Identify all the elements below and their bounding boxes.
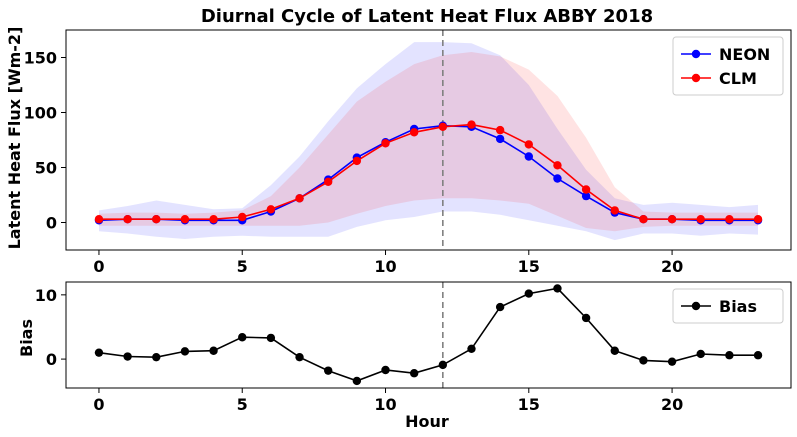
data-point-clm [238,212,247,222]
data-point-clm [524,140,533,149]
data-point-bias [667,357,677,366]
legend-box [672,36,784,96]
legend-marker-bias [691,301,701,311]
data-point-bias [467,344,476,354]
data-point-clm [123,215,132,224]
legend-box [672,288,784,324]
data-point-clm [324,177,333,186]
data-point-bias [238,333,247,342]
data-point-neon [495,134,505,144]
data-point-bias [209,346,218,355]
legend-label-clm: CLM [719,69,757,88]
data-point-clm [352,156,362,166]
data-point-clm [610,206,619,215]
series-line-bias [98,287,758,382]
y-axis-label: Latent Heat Flux [Wm-2] [5,27,24,250]
data-point-bias [266,333,276,343]
data-point-bias [725,351,734,360]
y-tick-label: 0 [46,214,57,233]
data-point-bias [610,346,619,355]
data-point-neon [524,152,533,161]
data-point-bias [152,352,161,362]
data-point-bias [381,365,390,375]
x-tick-label: 0 [93,395,104,414]
x-tick-label: 5 [237,257,248,276]
latent-heat-flux-panel: Diurnal Cycle of Latent Heat Flux ABBY 2… [5,6,792,276]
data-point-bias [438,360,448,370]
y-tick-label: 150 [24,49,57,68]
data-point-bias [352,376,362,386]
plot-frame [65,29,792,251]
data-point-clm [209,215,218,224]
data-point-bias [553,284,562,293]
data-point-bias [94,348,104,357]
data-point-clm [581,185,591,194]
data-point-clm [180,215,190,224]
legend-label-bias: Bias [719,297,757,316]
y-tick-label: 10 [35,286,57,305]
y-tick-label: 50 [35,159,57,178]
data-point-bias [180,347,190,356]
data-point-clm [266,205,276,214]
data-point-bias [495,302,505,312]
x-tick-label: 15 [518,395,540,414]
data-point-bias [581,313,591,323]
band-clm [99,52,758,232]
data-point-bias [123,352,132,361]
band-neon [99,42,758,241]
x-tick-label: 0 [93,257,104,276]
bias-panel: Bias Hour 0 5 10 15 20 0 10 Bias [17,281,792,431]
data-point-bias [524,289,533,298]
y-tick-label: 100 [24,104,57,123]
data-point-clm [725,215,734,224]
x-tick-label: 20 [661,395,683,414]
data-point-bias [324,366,333,375]
data-point-bias [409,369,419,378]
data-point-clm [495,125,505,135]
series-line-clm [99,123,758,220]
legend-label-neon: NEON [719,45,770,64]
data-point-clm [295,194,304,203]
x-tick-label: 10 [374,257,396,276]
data-point-clm [467,120,476,129]
x-tick-label: 5 [237,395,248,414]
legend-marker-clm [691,73,701,83]
x-axis-label: Hour [405,412,449,431]
x-tick-label: 20 [661,257,683,276]
y-tick-label: 0 [46,350,57,369]
data-point-clm [753,215,763,224]
data-point-clm [696,215,705,224]
data-point-clm [152,215,161,224]
data-point-neon [553,174,562,183]
data-point-bias [295,352,304,362]
x-tick-label: 10 [374,395,396,414]
data-point-clm [381,139,390,148]
data-point-clm [438,122,448,131]
data-point-clm [409,128,419,137]
data-point-neon [581,191,591,201]
x-tick-label: 15 [518,257,540,276]
data-point-clm [639,215,648,224]
chart-title: Diurnal Cycle of Latent Heat Flux ABBY 2… [201,6,653,27]
bias-y-axis-label: Bias [17,319,36,357]
data-point-bias [696,349,705,359]
data-point-clm [553,161,562,170]
plot-frame [65,281,792,389]
data-point-bias [753,351,763,360]
legend-marker-neon [691,49,701,59]
data-point-clm [94,215,104,224]
data-point-bias [639,356,648,365]
data-point-clm [667,215,677,224]
